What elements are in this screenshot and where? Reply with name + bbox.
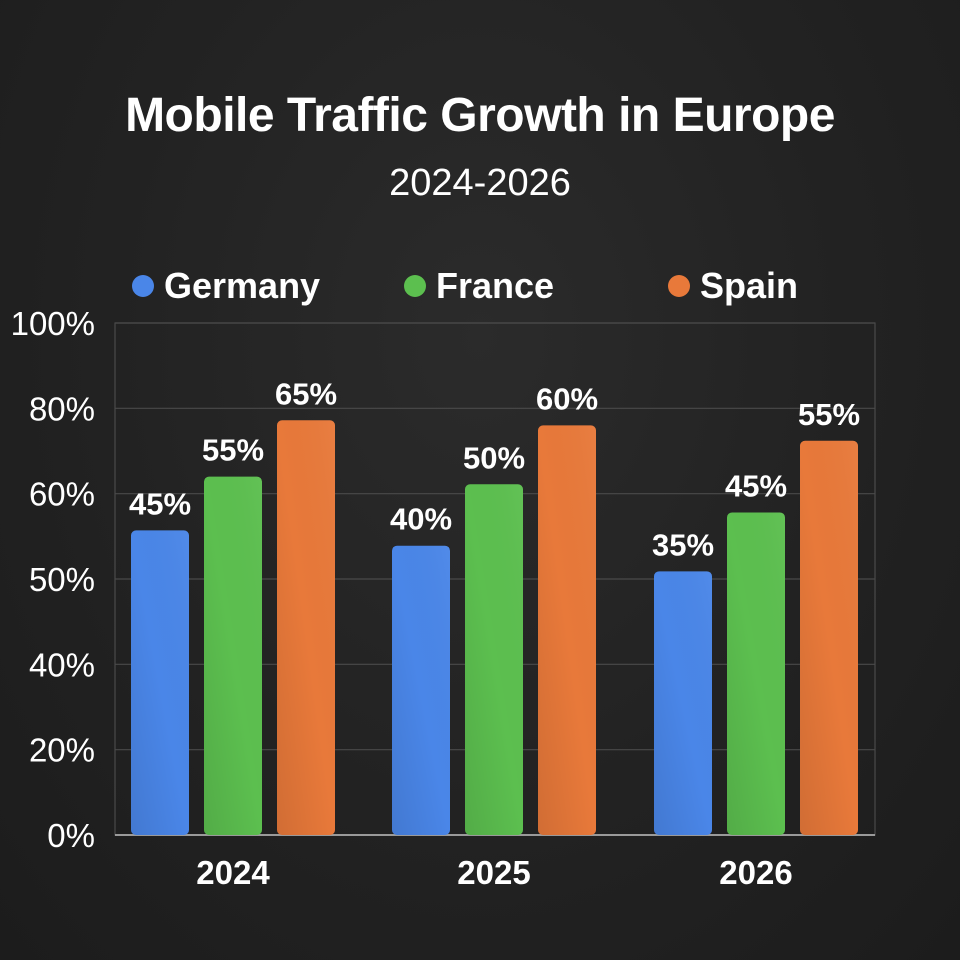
bar-shade-germany-2024 [131, 530, 189, 835]
legend-swatch-germany [132, 275, 154, 297]
bar-shade-france-2024 [204, 476, 262, 835]
x-tick-label-2024: 2024 [196, 854, 270, 891]
y-tick-label: 60% [29, 476, 95, 513]
legend-swatch-spain [668, 275, 690, 297]
x-tick-label-2025: 2025 [457, 854, 530, 891]
y-tick-label: 50% [29, 561, 95, 598]
bar-shade-spain-2024 [277, 420, 335, 835]
y-tick-label: 40% [29, 646, 95, 683]
y-tick-label: 0% [47, 817, 95, 854]
legend-label-germany: Germany [164, 265, 321, 306]
bar-shade-spain-2025 [538, 425, 596, 835]
data-label-germany-2026: 35% [652, 527, 714, 562]
data-label-france-2026: 45% [725, 468, 787, 503]
y-tick-label: 80% [29, 390, 95, 427]
bars-layer [131, 420, 858, 835]
chart-subtitle: 2024-2026 [389, 162, 571, 204]
legend-item-spain: Spain [668, 262, 798, 310]
data-label-france-2024: 55% [202, 433, 264, 468]
y-tick-label: 100% [11, 305, 95, 342]
legend-label-spain: Spain [700, 265, 799, 306]
bar-shade-spain-2026 [800, 440, 858, 835]
data-label-germany-2024: 45% [129, 486, 191, 521]
bar-shade-france-2025 [465, 484, 523, 835]
bar-shade-germany-2025 [392, 545, 450, 835]
legend-label-france: France [436, 265, 555, 306]
data-label-france-2025: 50% [463, 440, 525, 475]
legend-item-france: France [404, 262, 554, 310]
data-label-germany-2025: 40% [390, 502, 452, 537]
legend-item-germany: Germany [132, 262, 320, 310]
chart-legend: Germany France Spain [0, 262, 960, 310]
labels-layer: 45% 55% 65% 2024 40% 50% 60% 2025 35% 45% 55% 2026 [129, 376, 860, 891]
data-label-spain-2024: 65% [275, 376, 337, 411]
data-label-spain-2025: 60% [536, 381, 598, 416]
data-label-spain-2026: 55% [798, 397, 860, 432]
x-tick-label-2026: 2026 [719, 854, 792, 891]
legend-swatch-france [404, 275, 426, 297]
bar-shade-france-2026 [727, 512, 785, 835]
bar-shade-germany-2026 [654, 571, 712, 835]
y-tick-label: 20% [29, 732, 95, 769]
chart-title: Mobile Traffic Growth in Europe [125, 89, 835, 142]
